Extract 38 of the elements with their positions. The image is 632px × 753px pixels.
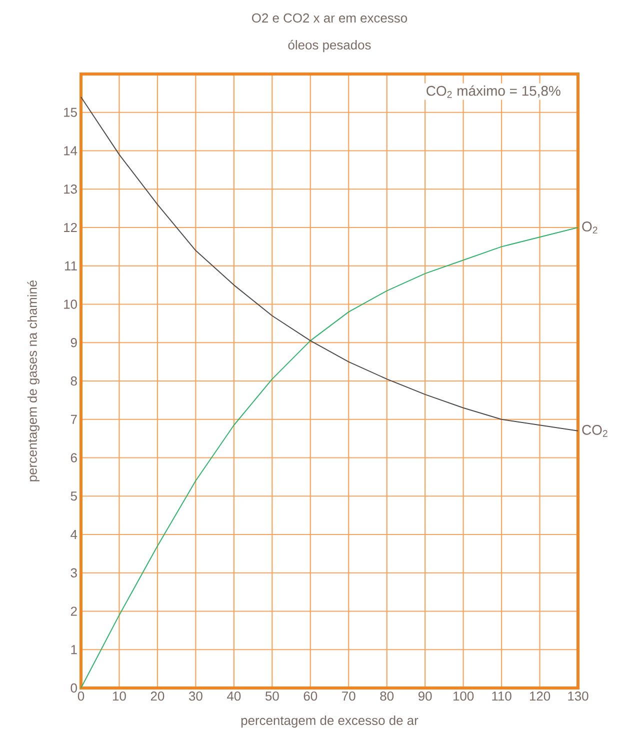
chart-subtitle: óleos pesados bbox=[288, 40, 371, 52]
y-tick-label: 9 bbox=[70, 338, 77, 348]
y-tick-label: 10 bbox=[64, 300, 77, 309]
y-tick-label: 14 bbox=[64, 146, 78, 156]
x-axis-title: percentagem de excesso de ar bbox=[241, 716, 418, 728]
chart-title: O2 e CO2 x ar em excesso bbox=[252, 13, 408, 23]
annotation: CO$_{2}$ máximo = 15,8% bbox=[426, 85, 560, 98]
y-tick-label: 7 bbox=[70, 414, 77, 424]
y-tick-label: 2 bbox=[70, 606, 77, 616]
x-tick-label: 60 bbox=[304, 692, 318, 701]
y-tick-label: 13 bbox=[64, 184, 77, 194]
y-tick-label: 15 bbox=[64, 108, 77, 117]
series-label: CO$_{2}$ bbox=[582, 424, 608, 437]
x-tick-label: 120 bbox=[530, 692, 550, 701]
x-tick-label: 20 bbox=[150, 692, 164, 701]
y-tick-label: 5 bbox=[70, 492, 77, 501]
y-tick-label: 11 bbox=[65, 261, 77, 270]
y-tick-label: 12 bbox=[64, 222, 77, 232]
line-series bbox=[80, 96, 578, 432]
x-tick-label: 90 bbox=[418, 692, 432, 701]
x-tick-label: 30 bbox=[188, 692, 202, 701]
series-label: O$_{2}$ bbox=[582, 222, 598, 234]
x-tick-label: 40 bbox=[227, 692, 241, 701]
x-tick-label: 10 bbox=[113, 692, 126, 701]
x-tick-label: 130 bbox=[568, 692, 588, 701]
y-axis-title: percentagem de gases na chaminé bbox=[27, 280, 40, 482]
x-tick-label: 110 bbox=[492, 692, 512, 701]
x-tick-label: 80 bbox=[380, 692, 394, 701]
y-tick-label: 0 bbox=[70, 683, 77, 693]
x-tick-label: 100 bbox=[453, 692, 474, 701]
x-tick-label: 50 bbox=[265, 692, 279, 701]
y-tick-label: 6 bbox=[70, 453, 77, 462]
y-tick-label: 8 bbox=[70, 376, 77, 386]
y-tick-label: 3 bbox=[70, 568, 77, 578]
x-tick-label: 70 bbox=[342, 692, 356, 701]
x-tick-label: 0 bbox=[78, 692, 84, 701]
y-tick-label: 1 bbox=[71, 645, 77, 654]
y-tick-label: 4 bbox=[70, 530, 78, 539]
